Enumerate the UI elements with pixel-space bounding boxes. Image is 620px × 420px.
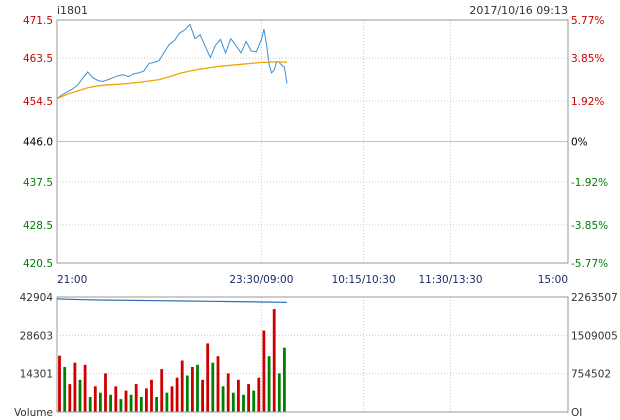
volume-panel-frame — [56, 296, 569, 413]
volume-bar — [175, 377, 179, 412]
oi-tick-label: 2263507 — [571, 292, 618, 304]
volume-bar — [165, 392, 169, 412]
plot-frames — [56, 19, 569, 413]
oi-axis-label: OI — [571, 407, 582, 419]
volume-bar — [262, 330, 266, 412]
volume-bar — [231, 392, 235, 412]
pct-tick-label: -1.92% — [571, 177, 608, 189]
price-panel-frame — [56, 19, 569, 264]
volume-tick-label: 28603 — [20, 330, 53, 342]
price-tick-label: 446.0 — [23, 137, 53, 149]
volume-bar — [114, 386, 118, 412]
pct-tick-label: -5.77% — [571, 258, 608, 270]
time-tick-label: 10:15/10:30 — [332, 274, 396, 286]
price-line — [56, 23, 288, 100]
volume-bar — [237, 379, 240, 412]
volume-bar — [99, 392, 102, 412]
volume-bar — [221, 386, 225, 412]
volume-bar — [196, 364, 199, 412]
time-tick-label: 21:00 — [57, 274, 87, 286]
volume-bar — [150, 379, 153, 412]
time-tick-label: 15:00 — [538, 274, 568, 286]
volume-bar — [206, 343, 210, 412]
volume-bar — [211, 362, 215, 412]
volume-bar — [129, 394, 133, 412]
volume-bar — [88, 397, 92, 412]
oi-tick-label: 1509005 — [571, 330, 618, 342]
price-tick-label: 454.5 — [23, 96, 53, 108]
volume-bar — [216, 356, 220, 412]
price-tick-label: 428.5 — [23, 220, 53, 232]
volume-bar — [109, 394, 112, 412]
pct-tick-label: -3.85% — [571, 220, 608, 232]
volume-bar — [145, 388, 148, 412]
volume-bar — [83, 364, 87, 412]
volume-bar — [191, 367, 194, 412]
volume-bar — [73, 362, 77, 412]
series-lines — [56, 23, 288, 303]
volume-bars — [58, 309, 286, 412]
volume-bar — [124, 390, 128, 412]
volume-bar — [180, 360, 184, 412]
volume-bar — [277, 373, 281, 412]
pct-tick-label: 1.92% — [571, 96, 604, 108]
time-tick-label: 11:30/13:30 — [418, 274, 482, 286]
volume-bar — [58, 355, 61, 412]
volume-bar — [252, 390, 256, 412]
price-tick-label: 463.5 — [23, 53, 53, 65]
price-tick-label: 437.5 — [23, 177, 53, 189]
volume-bar — [104, 373, 107, 412]
quote-datetime: 2017/10/16 09:13 — [469, 4, 568, 17]
volume-bar — [63, 367, 67, 412]
volume-bar — [247, 384, 250, 412]
volume-bar — [68, 384, 72, 412]
pct-tick-label: 5.77% — [571, 15, 604, 27]
average-price-line — [56, 61, 288, 100]
volume-bar — [139, 397, 143, 412]
volume-bar — [160, 369, 164, 412]
volume-bar — [272, 309, 276, 412]
volume-bar — [134, 384, 138, 412]
volume-bar — [201, 379, 204, 412]
volume-bar — [257, 377, 261, 412]
volume-bar — [283, 347, 286, 412]
volume-bar — [155, 397, 158, 412]
price-tick-label: 471.5 — [23, 15, 53, 27]
axis-labels: 471.5 463.5 454.5 446.0 437.5 428.5 420.5 5.77%… — [14, 15, 618, 419]
volume-tick-label: 42904 — [20, 292, 54, 304]
open-interest-line — [56, 298, 288, 303]
volume-bar — [93, 386, 97, 412]
volume-bar — [185, 375, 189, 412]
pct-tick-label: 0% — [571, 137, 588, 149]
oi-tick-label: 754502 — [571, 369, 611, 381]
volume-bar — [119, 399, 123, 412]
instrument-symbol: i1801 — [57, 4, 88, 17]
volume-bar — [242, 394, 245, 412]
volume-axis-label: Volume — [14, 407, 53, 419]
volume-bar — [267, 356, 271, 412]
grid — [57, 20, 568, 412]
price-tick-label: 420.5 — [23, 258, 53, 270]
time-tick-label: 23:30/09:00 — [229, 274, 293, 286]
volume-bar — [170, 386, 174, 412]
pct-tick-label: 3.85% — [571, 53, 604, 65]
volume-bar — [78, 379, 82, 412]
volume-tick-label: 14301 — [20, 369, 53, 381]
volume-bar — [226, 373, 230, 412]
